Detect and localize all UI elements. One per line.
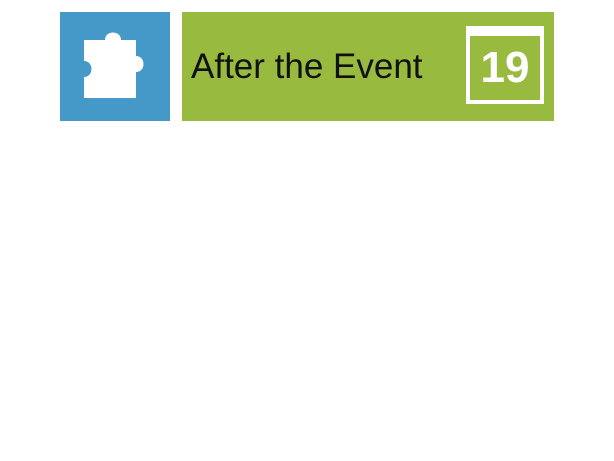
puzzle-piece-icon (84, 32, 144, 98)
calendar-day-number: 19 (480, 43, 530, 92)
title-banner: After the Event 19 (182, 12, 554, 121)
calendar-icon: 19 (466, 26, 544, 104)
puzzle-tile[interactable] (60, 12, 170, 121)
page-title: After the Event (191, 47, 423, 86)
